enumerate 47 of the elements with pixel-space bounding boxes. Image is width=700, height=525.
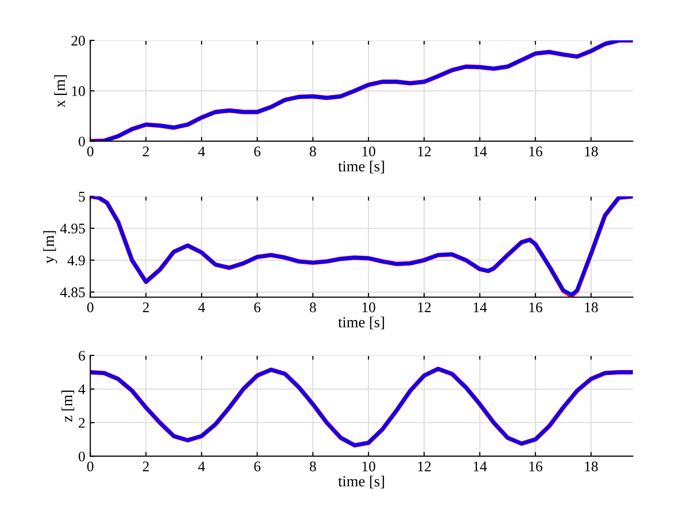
y-tick-label: 10 — [72, 86, 85, 96]
x-tick-label: 14 — [474, 462, 487, 472]
x-tick-label: 16 — [529, 146, 542, 156]
y-axis-title: x [m] — [54, 75, 67, 108]
x-tick-label: 10 — [362, 146, 376, 156]
x-tick-label: 14 — [474, 146, 487, 156]
y-tick-label: 0 — [78, 136, 85, 146]
y-tick-label: 2 — [78, 418, 85, 428]
x-tick-label: 14 — [474, 302, 487, 312]
y-axis-title: y [m] — [43, 231, 58, 264]
x-tick-label: 10 — [362, 462, 376, 472]
x-tick-label: 6 — [254, 302, 260, 312]
x-tick-label: 4 — [198, 302, 205, 312]
x-tick-label: 12 — [418, 302, 431, 312]
x-tick-label: 16 — [529, 462, 542, 472]
x-tick-label: 2 — [142, 302, 149, 312]
x-tick-label: 2 — [142, 462, 149, 472]
x-tick-label: 12 — [418, 146, 431, 156]
x-tick-label: 0 — [87, 302, 94, 312]
x-tick-label: 6 — [254, 146, 260, 156]
y-tick-label: 20 — [71, 36, 85, 46]
y-tick-label: 0 — [78, 452, 85, 462]
x-tick-label: 18 — [585, 302, 598, 312]
y-tick-label: 5 — [78, 192, 85, 202]
y-tick-label: 4.95 — [60, 224, 85, 234]
x-tick-label: 10 — [362, 302, 376, 312]
x-tick-label: 0 — [87, 146, 94, 156]
y-tick-label: 6 — [78, 350, 86, 361]
x-tick-label: 4 — [198, 462, 205, 472]
x-tick-label: 6 — [254, 462, 260, 472]
x-tick-label: 0 — [87, 462, 94, 472]
x-tick-label: 12 — [418, 462, 431, 472]
y-tick-label: 4.9 — [67, 256, 85, 266]
y-tick-label: 4.85 — [60, 287, 85, 298]
x-tick-label: 8 — [310, 302, 316, 312]
x-tick-label: 2 — [142, 146, 149, 156]
x-tick-label: 18 — [585, 462, 598, 472]
x-axis-title: time [s] — [338, 476, 384, 488]
x-axis-title: time [s] — [338, 160, 384, 174]
x-tick-label: 16 — [529, 302, 542, 312]
y-axis-title: z [m] — [62, 390, 74, 422]
x-axis-title: time [s] — [338, 316, 384, 330]
x-tick-label: 18 — [585, 146, 598, 156]
x-tick-label: 8 — [310, 462, 316, 472]
x-tick-label: 4 — [198, 146, 205, 156]
y-tick-label: 4 — [78, 384, 86, 394]
x-tick-label: 8 — [310, 146, 316, 156]
